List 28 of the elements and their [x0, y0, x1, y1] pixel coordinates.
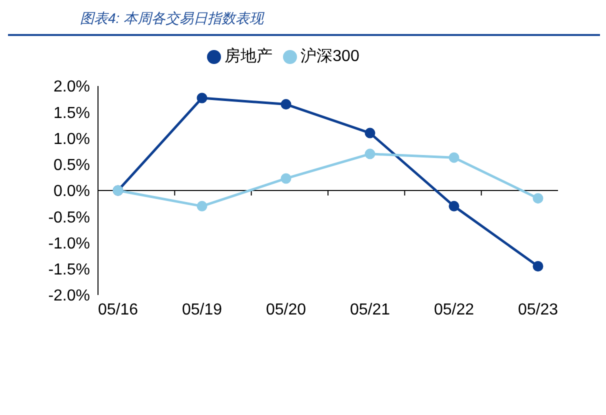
y-tick-label: -2.0%	[48, 288, 90, 305]
x-tick-label: 05/22	[434, 301, 474, 318]
y-tick-label: 1.0%	[54, 130, 90, 148]
y-tick-label: -1.5%	[48, 262, 90, 279]
point	[196, 92, 208, 104]
legend-label: 房地产	[224, 48, 273, 65]
point	[364, 148, 376, 160]
point	[280, 173, 292, 184]
point	[448, 200, 460, 212]
chart-title: 图表4: 本周各交易日指数表现	[8, 8, 600, 36]
x-tick-label: 05/21	[350, 301, 390, 318]
point	[196, 200, 208, 212]
x-tick-label: 05/20	[266, 301, 306, 318]
point	[364, 128, 376, 138]
point	[532, 193, 544, 204]
x-tick-label: 05/19	[182, 301, 222, 318]
legend-label: 沪深300	[300, 48, 360, 65]
x-tick-label: 05/16	[98, 301, 138, 318]
y-tick-label: 0.0%	[54, 183, 90, 200]
x-tick-label: 05/23	[518, 301, 558, 318]
y-tick-label: 0.5%	[54, 157, 90, 174]
point	[448, 152, 460, 163]
point	[280, 99, 292, 110]
point	[532, 261, 544, 272]
y-tick-label: 1.5%	[54, 104, 90, 122]
y-tick-label: 2.0%	[54, 78, 90, 96]
y-tick-label: -0.5%	[48, 209, 90, 226]
y-tick-label: -1.0%	[48, 235, 90, 252]
